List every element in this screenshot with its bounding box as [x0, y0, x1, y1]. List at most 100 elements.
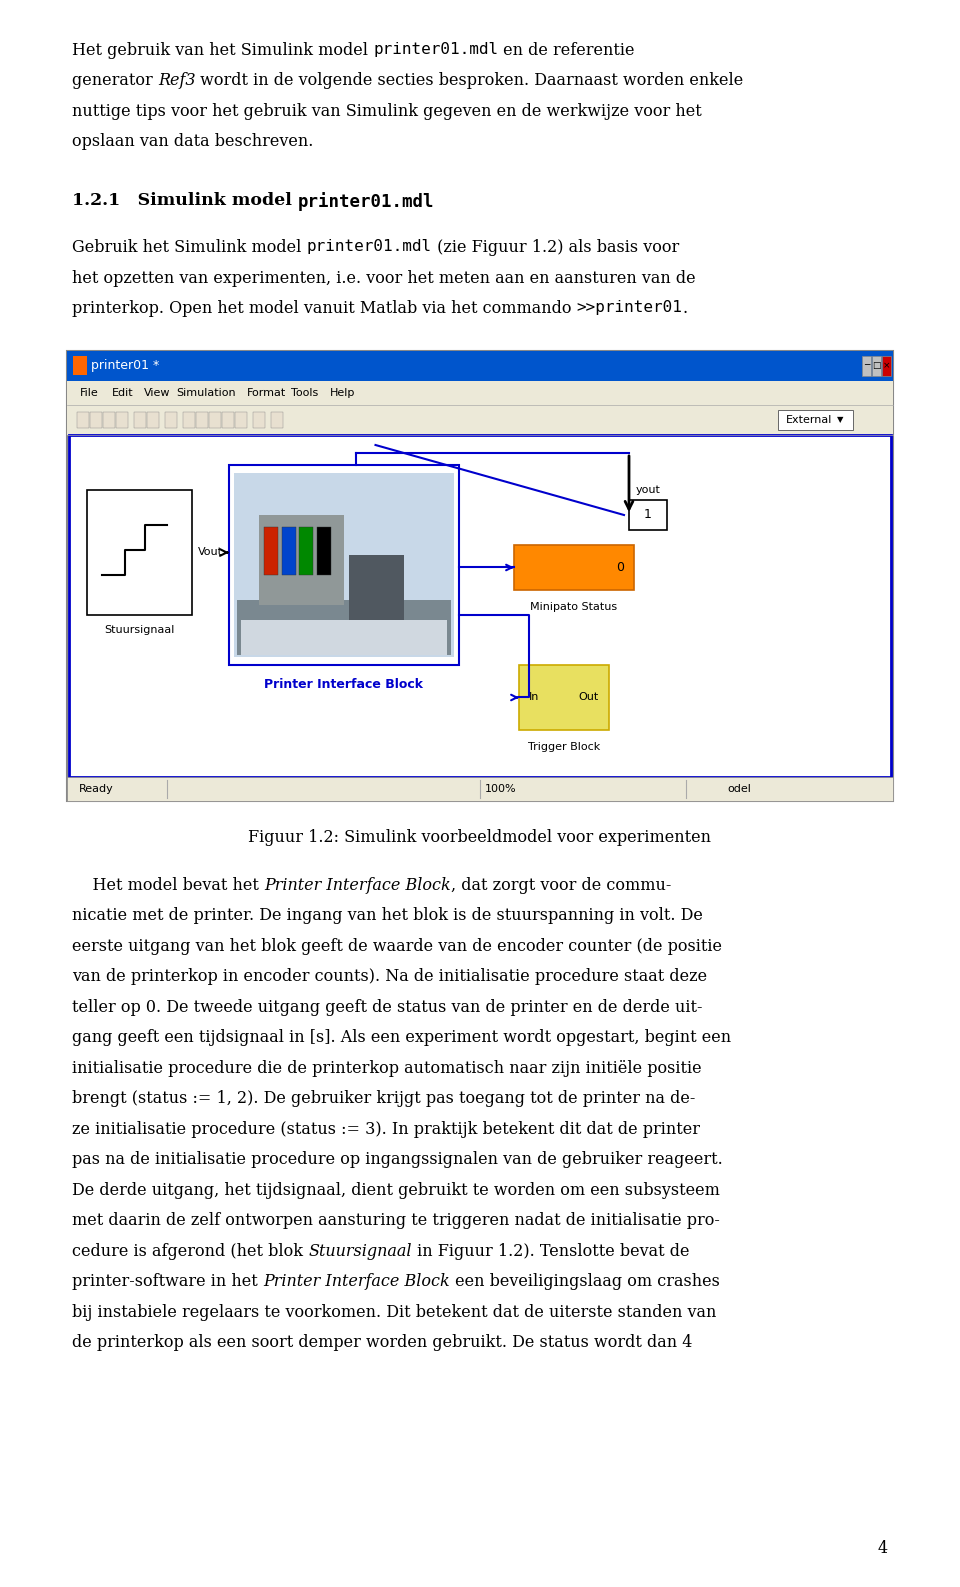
Bar: [241, 621, 447, 655]
Bar: [209, 413, 221, 428]
Text: Printer Interface Block: Printer Interface Block: [263, 1273, 449, 1290]
Text: wordt in de volgende secties besproken. Daarnaast worden enkele: wordt in de volgende secties besproken. …: [196, 73, 744, 89]
Text: odel: odel: [728, 784, 752, 794]
Text: Trigger Block: Trigger Block: [528, 743, 600, 752]
Bar: [67, 351, 893, 381]
Text: printer01.mdl: printer01.mdl: [298, 192, 434, 211]
Bar: [281, 527, 296, 574]
Text: Printer Interface Block: Printer Interface Block: [264, 878, 451, 893]
Text: 1: 1: [644, 508, 652, 522]
Text: ze initialisatie procedure (status := 3). In praktijk betekent dit dat de printe: ze initialisatie procedure (status := 3)…: [72, 1120, 700, 1138]
Text: Ref3: Ref3: [157, 73, 196, 89]
Bar: [299, 527, 313, 574]
Text: ▼: ▼: [837, 416, 843, 424]
Bar: [229, 465, 459, 665]
Text: Vout: Vout: [198, 548, 223, 557]
Bar: [67, 778, 893, 801]
Text: >>printer01: >>printer01: [577, 300, 683, 316]
Bar: [514, 544, 634, 590]
Text: het opzetten van experimenten, i.e. voor het meten aan en aansturen van de: het opzetten van experimenten, i.e. voor…: [72, 270, 696, 287]
Text: cedure is afgerond (het blok: cedure is afgerond (het blok: [72, 1243, 308, 1260]
Bar: [77, 413, 89, 428]
Text: nicatie met de printer. De ingang van het blok is de stuurspanning in volt. De: nicatie met de printer. De ingang van he…: [72, 908, 703, 925]
Bar: [253, 413, 265, 428]
Text: External: External: [786, 414, 832, 425]
Text: de printerkop als een soort demper worden gebruikt. De status wordt dan 4: de printerkop als een soort demper worde…: [72, 1335, 692, 1352]
Bar: [90, 413, 102, 428]
Bar: [165, 413, 177, 428]
Text: brengt (status := 1, 2). De gebruiker krijgt pas toegang tot de printer na de-: brengt (status := 1, 2). De gebruiker kr…: [72, 1090, 695, 1108]
Text: 100%: 100%: [485, 784, 516, 794]
Text: De derde uitgang, het tijdsignaal, dient gebruikt te worden om een subsysteem: De derde uitgang, het tijdsignaal, dient…: [72, 1182, 720, 1200]
Text: Ready: Ready: [79, 784, 113, 794]
Text: Edit: Edit: [112, 387, 133, 398]
Bar: [147, 413, 159, 428]
Bar: [196, 413, 208, 428]
Bar: [134, 413, 146, 428]
Text: yout: yout: [636, 486, 660, 495]
Bar: [235, 413, 247, 428]
Text: Printer Interface Block: Printer Interface Block: [265, 678, 423, 690]
Text: met daarin de zelf ontworpen aansturing te triggeren nadat de initialisatie pro-: met daarin de zelf ontworpen aansturing …: [72, 1212, 720, 1230]
Text: Minipato Status: Minipato Status: [531, 601, 617, 613]
Bar: [872, 355, 881, 376]
Bar: [271, 413, 283, 428]
Bar: [73, 357, 87, 376]
Text: File: File: [80, 387, 99, 398]
Text: gang geeft een tijdsignaal in [s]. Als een experiment wordt opgestart, begint ee: gang geeft een tijdsignaal in [s]. Als e…: [72, 1030, 732, 1046]
Bar: [69, 435, 891, 778]
Text: Tools: Tools: [292, 387, 319, 398]
Text: 1.2.1 Simulink model: 1.2.1 Simulink model: [72, 192, 298, 209]
Text: generator: generator: [72, 73, 157, 89]
Bar: [259, 516, 344, 605]
Text: ─: ─: [864, 362, 869, 370]
Text: teller op 0. De tweede uitgang geeft de status van de printer en de derde uit-: teller op 0. De tweede uitgang geeft de …: [72, 998, 703, 1016]
Text: Stuursignaal: Stuursignaal: [105, 625, 175, 635]
Bar: [234, 473, 454, 657]
Text: Figuur 1.2: Simulink voorbeeldmodel voor experimenten: Figuur 1.2: Simulink voorbeeldmodel voor…: [249, 828, 711, 846]
Text: Het model bevat het: Het model bevat het: [72, 878, 264, 893]
Bar: [629, 500, 667, 530]
Bar: [882, 355, 891, 376]
Bar: [519, 665, 609, 730]
Bar: [264, 527, 278, 574]
Text: van de printerkop in encoder counts). Na de initialisatie procedure staat deze: van de printerkop in encoder counts). Na…: [72, 968, 708, 986]
Bar: [67, 405, 893, 435]
Bar: [237, 600, 451, 655]
Bar: [183, 413, 195, 428]
Text: , dat zorgt voor de commu-: , dat zorgt voor de commu-: [451, 878, 671, 893]
Text: □: □: [873, 362, 880, 370]
Text: Help: Help: [330, 387, 355, 398]
Bar: [67, 351, 893, 801]
Text: ×: ×: [883, 362, 890, 370]
Text: initialisatie procedure die de printerkop automatisch naar zijn initiële positie: initialisatie procedure die de printerko…: [72, 1060, 702, 1078]
Bar: [862, 355, 871, 376]
Text: bij instabiele regelaars te voorkomen. Dit betekent dat de uiterste standen van: bij instabiele regelaars te voorkomen. D…: [72, 1305, 716, 1320]
Text: Out: Out: [579, 692, 599, 703]
Text: Format: Format: [247, 387, 286, 398]
Text: Simulation: Simulation: [177, 387, 236, 398]
Bar: [222, 413, 234, 428]
Text: printerkop. Open het model vanuit Matlab via het commando: printerkop. Open het model vanuit Matlab…: [72, 300, 577, 317]
Bar: [116, 413, 128, 428]
Text: opslaan van data beschreven.: opslaan van data beschreven.: [72, 133, 313, 151]
Text: printer-software in het: printer-software in het: [72, 1273, 263, 1290]
Bar: [778, 409, 853, 430]
Text: pas na de initialisatie procedure op ingangssignalen van de gebruiker reageert.: pas na de initialisatie procedure op ing…: [72, 1152, 723, 1168]
Text: nuttige tips voor het gebruik van Simulink gegeven en de werkwijze voor het: nuttige tips voor het gebruik van Simuli…: [72, 103, 702, 121]
Text: Gebruik het Simulink model: Gebruik het Simulink model: [72, 240, 306, 257]
Bar: [67, 381, 893, 405]
Text: een beveiligingslaag om crashes: een beveiligingslaag om crashes: [449, 1273, 719, 1290]
Text: printer01.mdl: printer01.mdl: [306, 240, 432, 254]
Text: View: View: [144, 387, 171, 398]
Text: printer01 *: printer01 *: [91, 360, 159, 373]
Bar: [317, 527, 330, 574]
Text: in Figuur 1.2). Tenslotte bevat de: in Figuur 1.2). Tenslotte bevat de: [412, 1243, 689, 1260]
Text: 0: 0: [616, 560, 624, 574]
Text: .: .: [683, 300, 687, 317]
Bar: [87, 490, 192, 616]
Text: eerste uitgang van het blok geeft de waarde van de encoder counter (de positie: eerste uitgang van het blok geeft de waa…: [72, 938, 722, 955]
Bar: [349, 555, 404, 625]
Bar: [103, 413, 115, 428]
Text: 4: 4: [877, 1539, 888, 1557]
